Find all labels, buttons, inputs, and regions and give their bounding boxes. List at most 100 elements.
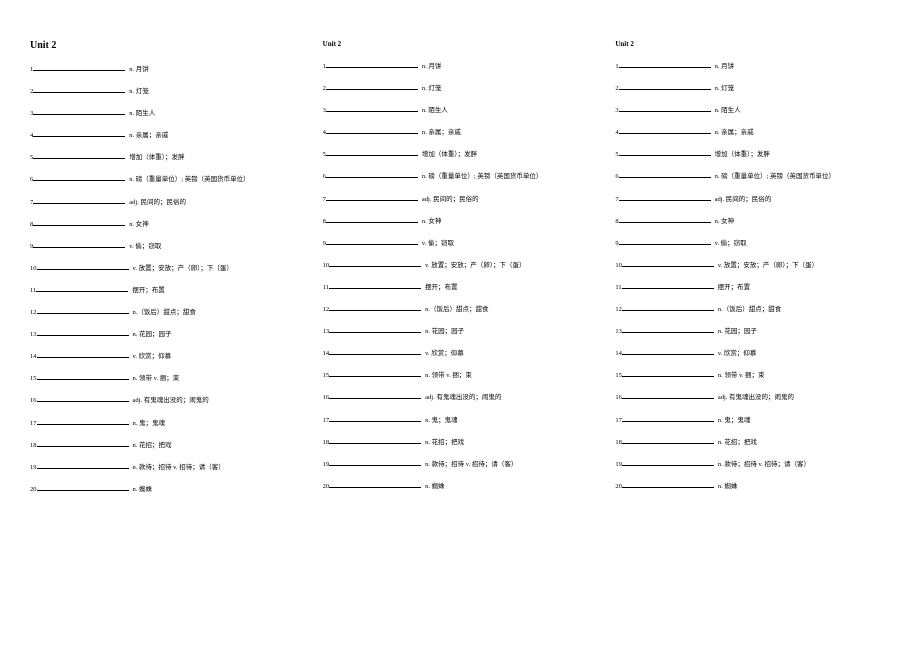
definition-text: n. 磅（重量单位）; 英镑（英国货币单位）: [715, 173, 835, 180]
fill-blank[interactable]: [329, 306, 421, 312]
fill-blank[interactable]: [329, 438, 421, 444]
fill-blank[interactable]: [326, 62, 418, 68]
definition-text: n. 磅（重量单位）; 英镑（英国货币单位）: [422, 173, 542, 180]
fill-blank[interactable]: [622, 438, 714, 444]
fill-blank[interactable]: [329, 328, 421, 334]
fill-blank[interactable]: [329, 460, 421, 466]
fill-blank[interactable]: [619, 85, 711, 91]
vocab-row: 6n. 磅（重量单位）; 英镑（英国货币单位）: [30, 175, 305, 184]
fill-blank[interactable]: [326, 85, 418, 91]
fill-blank[interactable]: [329, 482, 421, 488]
fill-blank[interactable]: [326, 173, 418, 179]
fill-blank[interactable]: [619, 129, 711, 135]
fill-blank[interactable]: [37, 485, 129, 491]
fill-blank[interactable]: [37, 463, 129, 469]
fill-blank[interactable]: [619, 107, 711, 113]
fill-blank[interactable]: [33, 88, 125, 94]
fill-blank[interactable]: [33, 198, 125, 204]
vocab-row: 3n. 陌生人: [615, 106, 890, 115]
definition-text: n. 花园；园子: [425, 328, 464, 335]
fill-blank[interactable]: [329, 416, 421, 422]
fill-blank[interactable]: [622, 416, 714, 422]
item-list: 1n. 月饼2n. 灯笼3n. 陌生人4n. 亲属；亲戚5增加（体重）；发胖6n…: [323, 62, 598, 491]
fill-blank[interactable]: [37, 353, 129, 359]
fill-blank[interactable]: [33, 242, 125, 248]
fill-blank[interactable]: [33, 220, 125, 226]
vocab-row: 14v. 欣赏；仰慕: [615, 349, 890, 358]
fill-blank[interactable]: [622, 482, 714, 488]
vocab-row: 19n. 款待；招待 v. 招待；请（客）: [615, 460, 890, 469]
fill-blank[interactable]: [37, 397, 129, 403]
definition-text: v. 放置；安放；产（卵）；下（蛋）: [133, 265, 233, 272]
fill-blank[interactable]: [329, 283, 421, 289]
fill-blank[interactable]: [619, 62, 711, 68]
definition-text: n. 花园；园子: [133, 331, 172, 338]
definition-text: n. 灯笼: [129, 88, 149, 95]
fill-blank[interactable]: [622, 394, 714, 400]
vocab-row: 10v. 放置；安放；产（卵）；下（蛋）: [323, 261, 598, 270]
fill-blank[interactable]: [619, 217, 711, 223]
definition-text: 摆开；布置: [132, 287, 165, 294]
definition-text: n. 花招；把戏: [133, 442, 172, 449]
definition-text: n. 磅（重量单位）; 英镑（英国货币单位）: [129, 176, 249, 183]
fill-blank[interactable]: [37, 375, 129, 381]
fill-blank[interactable]: [619, 239, 711, 245]
fill-blank[interactable]: [37, 264, 129, 270]
fill-blank[interactable]: [622, 328, 714, 334]
definition-text: n. 领带 v. 捆；束: [133, 375, 180, 382]
fill-blank[interactable]: [326, 217, 418, 223]
vocab-row: 20n. 蜘蛛: [323, 482, 598, 491]
fill-blank[interactable]: [37, 419, 129, 425]
definition-text: n. 亲属；亲戚: [422, 129, 461, 136]
definition-text: 增加（体重）；发胖: [129, 154, 184, 161]
definition-text: v. 放置；安放；产（卵）；下（蛋）: [425, 262, 525, 269]
definition-text: 摆开；布置: [718, 284, 751, 291]
fill-blank[interactable]: [622, 283, 714, 289]
fill-blank[interactable]: [329, 372, 421, 378]
unit-title: Unit 2: [30, 40, 305, 51]
fill-blank[interactable]: [619, 173, 711, 179]
fill-blank[interactable]: [33, 132, 125, 138]
fill-blank[interactable]: [37, 331, 129, 337]
fill-blank[interactable]: [619, 195, 711, 201]
vocab-row: 10v. 放置；安放；产（卵）；下（蛋）: [30, 264, 305, 273]
vocab-row: 17n. 鬼；鬼魂: [323, 416, 598, 425]
fill-blank[interactable]: [622, 350, 714, 356]
fill-blank[interactable]: [622, 261, 714, 267]
fill-blank[interactable]: [37, 441, 129, 447]
fill-blank[interactable]: [326, 107, 418, 113]
definition-text: n. 花园；园子: [718, 328, 757, 335]
fill-blank[interactable]: [33, 154, 125, 160]
fill-blank[interactable]: [326, 239, 418, 245]
vocab-row: 12n.（饭后）甜点；甜食: [30, 308, 305, 317]
vocab-row: 12n.（饭后）甜点；甜食: [615, 305, 890, 314]
fill-blank[interactable]: [37, 309, 129, 315]
fill-blank[interactable]: [36, 286, 128, 292]
fill-blank[interactable]: [329, 261, 421, 267]
column-2: Unit 2 1n. 月饼2n. 灯笼3n. 陌生人4n. 亲属；亲戚5增加（体…: [323, 40, 598, 507]
fill-blank[interactable]: [329, 350, 421, 356]
definition-text: n. 蜘蛛: [133, 486, 153, 493]
fill-blank[interactable]: [326, 195, 418, 201]
fill-blank[interactable]: [622, 372, 714, 378]
fill-blank[interactable]: [33, 65, 125, 71]
fill-blank[interactable]: [33, 176, 125, 182]
definition-text: 增加（体重）；发胖: [715, 151, 770, 158]
definition-text: n. 月饼: [129, 66, 149, 73]
vocab-row: 5增加（体重）；发胖: [323, 150, 598, 159]
fill-blank[interactable]: [326, 129, 418, 135]
definition-text: n. 亲属；亲戚: [129, 132, 168, 139]
fill-blank[interactable]: [619, 151, 711, 157]
definition-text: adj. 民间的；民俗的: [715, 196, 772, 203]
fill-blank[interactable]: [329, 394, 421, 400]
definition-text: n. 陌生人: [129, 110, 155, 117]
vocab-row: 3n. 陌生人: [30, 109, 305, 118]
fill-blank[interactable]: [622, 306, 714, 312]
definition-text: n. 亲属；亲戚: [715, 129, 754, 136]
definition-text: n. 灯笼: [715, 85, 735, 92]
fill-blank[interactable]: [33, 110, 125, 116]
definition-text: n. 花招；把戏: [425, 439, 464, 446]
definition-text: n. 领带 v. 捆；束: [425, 372, 472, 379]
fill-blank[interactable]: [326, 151, 418, 157]
fill-blank[interactable]: [622, 460, 714, 466]
